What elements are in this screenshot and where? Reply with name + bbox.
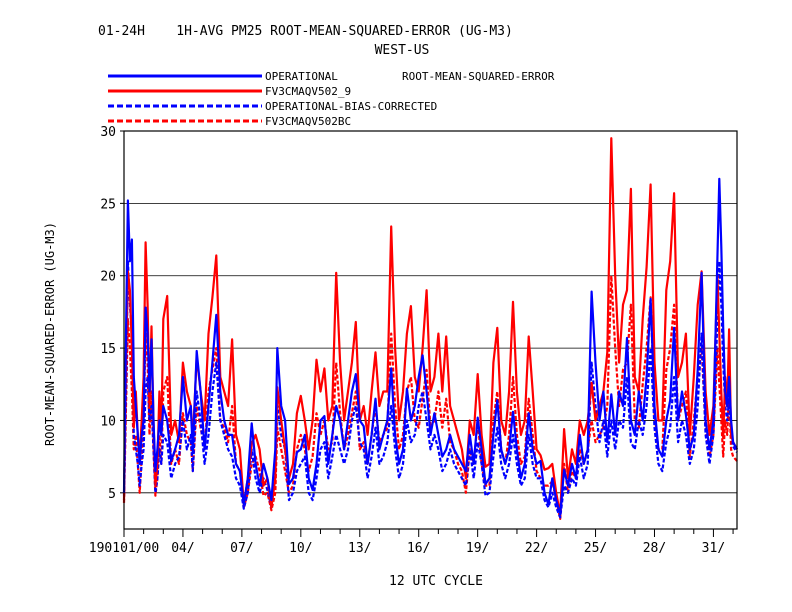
- chart-title: 01-24H 1H-AVG PM25 ROOT-MEAN-SQUARED-ERR…: [98, 24, 513, 39]
- y-axis-ticks: 5 10 15 20 25 30: [100, 125, 124, 502]
- x-tick-label: 10/: [289, 541, 312, 556]
- y-tick-label: 15: [100, 342, 116, 357]
- x-axis-label: 12 UTC CYCLE: [389, 574, 483, 589]
- x-axis-ticks: 190101/00 04/07/10/13/16/19/22/25/28/31/: [89, 529, 734, 556]
- x-tick-label: 19/: [466, 541, 489, 556]
- y-axis-label: ROOT-MEAN-SQUARED-ERROR (UG-M3): [43, 222, 57, 446]
- y-tick-label: 5: [108, 487, 116, 502]
- x-tick-label: 28/: [643, 541, 666, 556]
- legend-label-fv3cmaqv502bc: FV3CMAQV502BC: [265, 115, 351, 128]
- legend-label-operational-bias-corrected: OPERATIONAL-BIAS-CORRECTED: [265, 100, 437, 113]
- legend-label-fv3cmaqv502-9: FV3CMAQV502_9: [265, 85, 351, 98]
- chart-subtitle: WEST-US: [375, 43, 430, 58]
- x-tick-label: 16/: [407, 541, 430, 556]
- legend-heading: ROOT-MEAN-SQUARED-ERROR: [402, 70, 555, 83]
- series-line-operational: [122, 177, 738, 516]
- x-tick-label: 25/: [584, 541, 607, 556]
- x-tick-label: 04/: [171, 541, 194, 556]
- x-tick-label: 07/: [230, 541, 253, 556]
- x-tick-label: 31/: [702, 541, 725, 556]
- series-line-operational-bias-corrected: [122, 260, 738, 519]
- y-tick-label: 25: [100, 197, 116, 212]
- y-tick-label: 20: [100, 270, 116, 285]
- y-tick-label: 10: [100, 414, 116, 429]
- series-lines: [122, 137, 738, 520]
- x-tick-label: 22/: [525, 541, 548, 556]
- x-tick-label: 13/: [348, 541, 371, 556]
- x-tick-label: 190101/00: [89, 541, 159, 556]
- plot-frame: [123, 130, 738, 530]
- legend-label-operational: OPERATIONAL: [265, 70, 338, 83]
- legend: OPERATIONAL ROOT-MEAN-SQUARED-ERROR FV3C…: [108, 70, 555, 128]
- y-tick-label: 30: [100, 125, 116, 140]
